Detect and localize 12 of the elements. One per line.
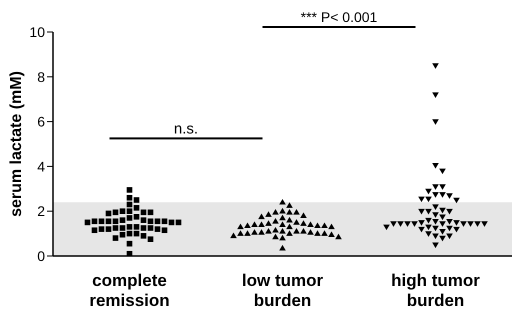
y-tick-label: 0: [37, 248, 46, 264]
annotation: n.s.: [174, 120, 198, 138]
x-tick-label: complete remission: [89, 271, 170, 310]
y-axis-title: serum lactate (mM): [8, 71, 25, 217]
y-tick-label: 4: [37, 158, 46, 174]
x-tick-label: low tumor burden: [242, 271, 324, 310]
text: *** P< 0.001: [300, 9, 378, 25]
x-tick-label: high tumor burden: [391, 271, 480, 310]
y-tick-label: 10: [29, 24, 46, 40]
y-tick-label: 2: [37, 203, 46, 220]
y-tick-label: 8: [37, 68, 46, 85]
y-tick-label: 6: [37, 114, 46, 130]
